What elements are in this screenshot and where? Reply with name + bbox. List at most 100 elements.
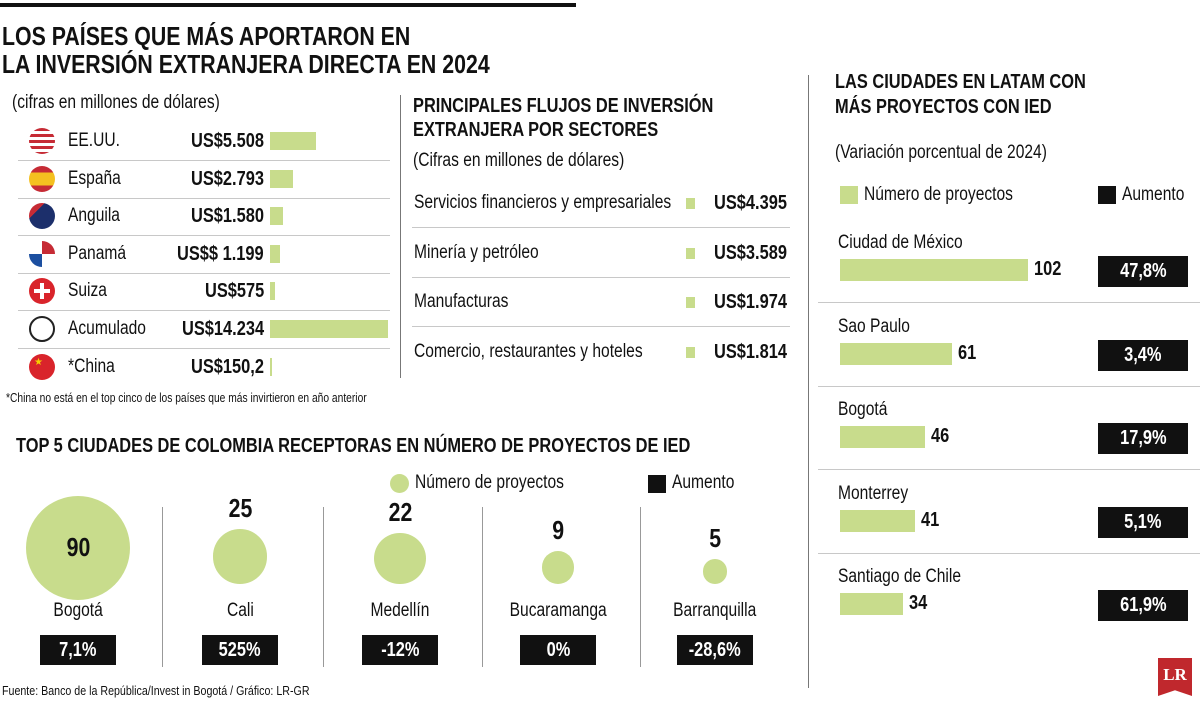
sector-value: US$1.974 (714, 291, 787, 313)
latam-projects-value: 34 (908, 592, 927, 614)
country-bar (270, 244, 280, 263)
row-divider (18, 272, 390, 274)
city-bubble (374, 532, 426, 584)
row-divider (412, 276, 790, 278)
bubble-value: 25 (228, 493, 252, 524)
country-value: US$150,2 (191, 355, 264, 378)
bubble-city: Barranquilla (673, 600, 757, 621)
panama-flag-icon (29, 240, 55, 267)
latam-increase-box: 5,1% (1098, 506, 1188, 538)
row-divider (412, 326, 790, 327)
country-value: US$1.580 (191, 205, 264, 228)
country-bar (270, 320, 389, 338)
latam-projects-value: 102 (1033, 258, 1062, 280)
country-name: *China (68, 355, 115, 377)
bubble-value: 22 (388, 496, 412, 527)
column-divider (482, 507, 483, 667)
legend-increase-swatch (648, 475, 666, 493)
country-value: US$$ 1.199 (177, 242, 264, 265)
country-name: Anguila (68, 205, 120, 227)
top-rule (0, 3, 576, 7)
legend-increase-label: Aumento (1122, 184, 1185, 205)
divider (808, 75, 809, 688)
country-value: US$2.793 (191, 167, 264, 190)
main-title: LOS PAÍSES QUE MÁS APORTARON EN LA INVER… (2, 21, 490, 79)
colombia-title: TOP 5 CIUDADES DE COLOMBIA RECEPTORAS EN… (16, 435, 691, 457)
latam-projects-value: 46 (930, 425, 949, 447)
lr-logo: LR (1158, 658, 1192, 696)
bubble-value: 9 (552, 515, 564, 546)
switzerland-flag-icon (29, 278, 55, 305)
sector-marker (686, 247, 695, 259)
country-bar (270, 282, 275, 301)
row-divider (18, 235, 390, 237)
latam-increase-box: 47,8% (1098, 256, 1188, 287)
countries-footnote: *China no está en el top cinco de los pa… (6, 391, 367, 405)
legend-projects-dot (390, 474, 409, 493)
sector-marker (686, 346, 695, 358)
legend-projects-swatch (840, 186, 858, 204)
bubble-increase-box: 525% (202, 635, 278, 665)
latam-projects-bar (840, 259, 1028, 281)
globe-icon (29, 316, 55, 342)
latam-city: Bogotá (838, 399, 888, 420)
latam-increase-box: 61,9% (1098, 590, 1188, 621)
row-divider (18, 348, 390, 349)
country-name: EE.UU. (68, 130, 120, 151)
country-name: España (68, 167, 121, 189)
spain-flag-icon (29, 165, 55, 192)
column-divider (162, 507, 163, 667)
city-bubble (541, 551, 575, 584)
sector-value: US$1.814 (714, 340, 787, 363)
legend-increase-swatch (1098, 186, 1116, 204)
bubble-increase-box: 0% (520, 635, 596, 665)
bubble-value: 5 (709, 523, 721, 554)
sector-value: US$3.589 (714, 241, 787, 264)
latam-city: Santiago de Chile (838, 566, 961, 587)
latam-increase-box: 3,4% (1098, 339, 1188, 371)
country-bar (270, 132, 316, 150)
latam-projects-bar (840, 509, 916, 532)
bubble-city: Bucaramanga (509, 600, 607, 621)
divider (400, 95, 401, 378)
country-bar (270, 357, 272, 376)
city-bubble (26, 496, 130, 600)
latam-projects-value: 41 (921, 508, 940, 531)
row-divider (18, 160, 390, 161)
city-bubble (702, 559, 728, 584)
bubble-increase-box: -28,6% (677, 635, 753, 665)
row-divider (412, 227, 790, 228)
legend-projects-label: Número de proyectos (415, 472, 564, 493)
bubble-increase-box: 7,1% (40, 635, 116, 665)
country-value: US$14.234 (181, 318, 264, 340)
row-divider (18, 310, 390, 312)
column-divider (323, 507, 324, 667)
city-bubble (212, 529, 268, 584)
sectors-title: PRINCIPALES FLUJOS DE INVERSIÓN EXTRANJE… (413, 95, 714, 141)
source-note: Fuente: Banco de la República/Invest in … (2, 683, 310, 698)
row-divider (818, 302, 1200, 303)
country-name: Panamá (68, 242, 127, 264)
country-bar (270, 169, 294, 188)
sector-name: Manufacturas (414, 291, 509, 312)
latam-title: LAS CIUDADES EN LATAM CON MÁS PROYECTOS … (835, 71, 1086, 118)
country-value: US$575 (204, 280, 264, 303)
latam-city: Ciudad de México (838, 232, 963, 253)
sector-marker (686, 297, 695, 308)
latam-projects-value: 61 (958, 341, 977, 364)
usa-flag-icon (29, 128, 55, 154)
anguilla-flag-icon (29, 203, 55, 230)
latam-subtitle: (Variación porcentual de 2024) (835, 142, 1047, 163)
sector-marker (686, 198, 695, 209)
country-value: US$5.508 (191, 130, 264, 152)
row-divider (818, 469, 1200, 470)
sector-name: Minería y petróleo (414, 241, 539, 263)
country-name: Suiza (68, 280, 107, 302)
row-divider (18, 197, 390, 199)
row-divider (818, 552, 1200, 554)
legend-projects-label: Número de proyectos (864, 184, 1013, 205)
latam-increase-box: 17,9% (1098, 423, 1188, 454)
latam-city: Sao Paulo (838, 315, 910, 337)
country-name: Acumulado (68, 318, 146, 339)
bubble-city: Medellín (370, 600, 430, 621)
